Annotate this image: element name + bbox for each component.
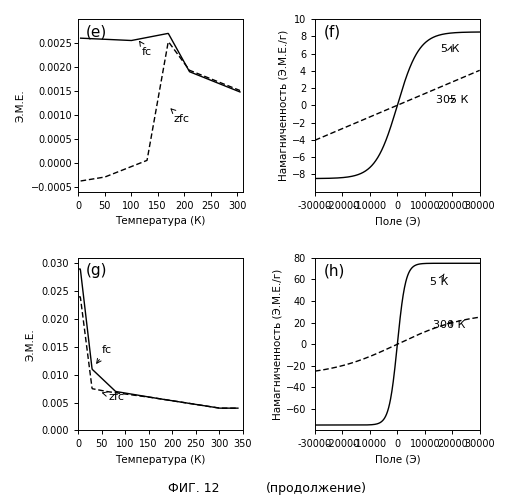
Text: zfc: zfc xyxy=(171,109,189,124)
Text: (h): (h) xyxy=(323,263,344,278)
Text: 305 К: 305 К xyxy=(435,94,467,104)
Text: zfc: zfc xyxy=(102,392,124,402)
Text: 300 К: 300 К xyxy=(432,320,465,330)
X-axis label: Поле (Э): Поле (Э) xyxy=(374,216,419,226)
Y-axis label: Намагниченность (Э.М.Е./г): Намагниченность (Э.М.Е./г) xyxy=(272,268,282,420)
Text: (продолжение): (продолжение) xyxy=(265,482,366,495)
Text: fc: fc xyxy=(97,344,111,364)
Text: (f): (f) xyxy=(323,24,340,39)
X-axis label: Температура (К): Температура (К) xyxy=(115,455,205,465)
Text: (g): (g) xyxy=(86,263,107,278)
Text: 5 К: 5 К xyxy=(430,274,448,287)
Text: (e): (e) xyxy=(86,24,107,39)
X-axis label: Поле (Э): Поле (Э) xyxy=(374,455,419,465)
X-axis label: Температура (К): Температура (К) xyxy=(115,216,205,226)
Text: 5 К: 5 К xyxy=(440,44,459,54)
Y-axis label: Э.М.Е.: Э.М.Е. xyxy=(25,328,36,360)
Text: ФИГ. 12: ФИГ. 12 xyxy=(168,482,219,495)
Text: fc: fc xyxy=(139,42,152,57)
Y-axis label: Э.М.Е.: Э.М.Е. xyxy=(15,89,25,122)
Y-axis label: Намагниченность (Э.М.Е./г): Намагниченность (Э.М.Е./г) xyxy=(278,30,288,181)
